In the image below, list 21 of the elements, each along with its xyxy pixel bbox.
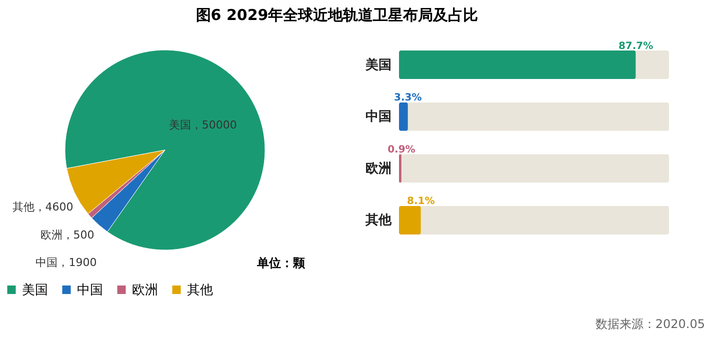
source-note: 数据来源：2020.05 xyxy=(595,316,705,333)
legend-label: 其他 xyxy=(187,282,213,298)
data-label: 中国，1900 xyxy=(36,256,97,269)
data-label: 美国，50000 xyxy=(168,118,237,132)
data-label: 其他，4600 xyxy=(12,200,74,214)
legend-label: 欧洲 xyxy=(132,282,158,298)
y-tick-label: 中国 xyxy=(366,110,392,125)
y-tick-label: 美国 xyxy=(364,56,392,73)
legend-label: 美国 xyxy=(22,282,48,298)
data-label: 8.1% xyxy=(407,196,435,208)
y-tick-label: 其他 xyxy=(364,213,392,228)
data-label: 0.9% xyxy=(388,144,416,156)
legend-label: 中国 xyxy=(77,282,103,298)
y-tick-label: 欧洲 xyxy=(366,161,392,176)
data-label: 3.3% xyxy=(394,92,422,104)
data-label: 87.7% xyxy=(618,40,654,52)
text: 单位：颗 xyxy=(256,256,306,270)
data-label: 欧洲，500 xyxy=(40,228,94,242)
bar xyxy=(399,206,421,234)
bar xyxy=(399,102,408,131)
text: 图6 2029年全球近地轨道卫星布局及占比 xyxy=(196,6,478,24)
